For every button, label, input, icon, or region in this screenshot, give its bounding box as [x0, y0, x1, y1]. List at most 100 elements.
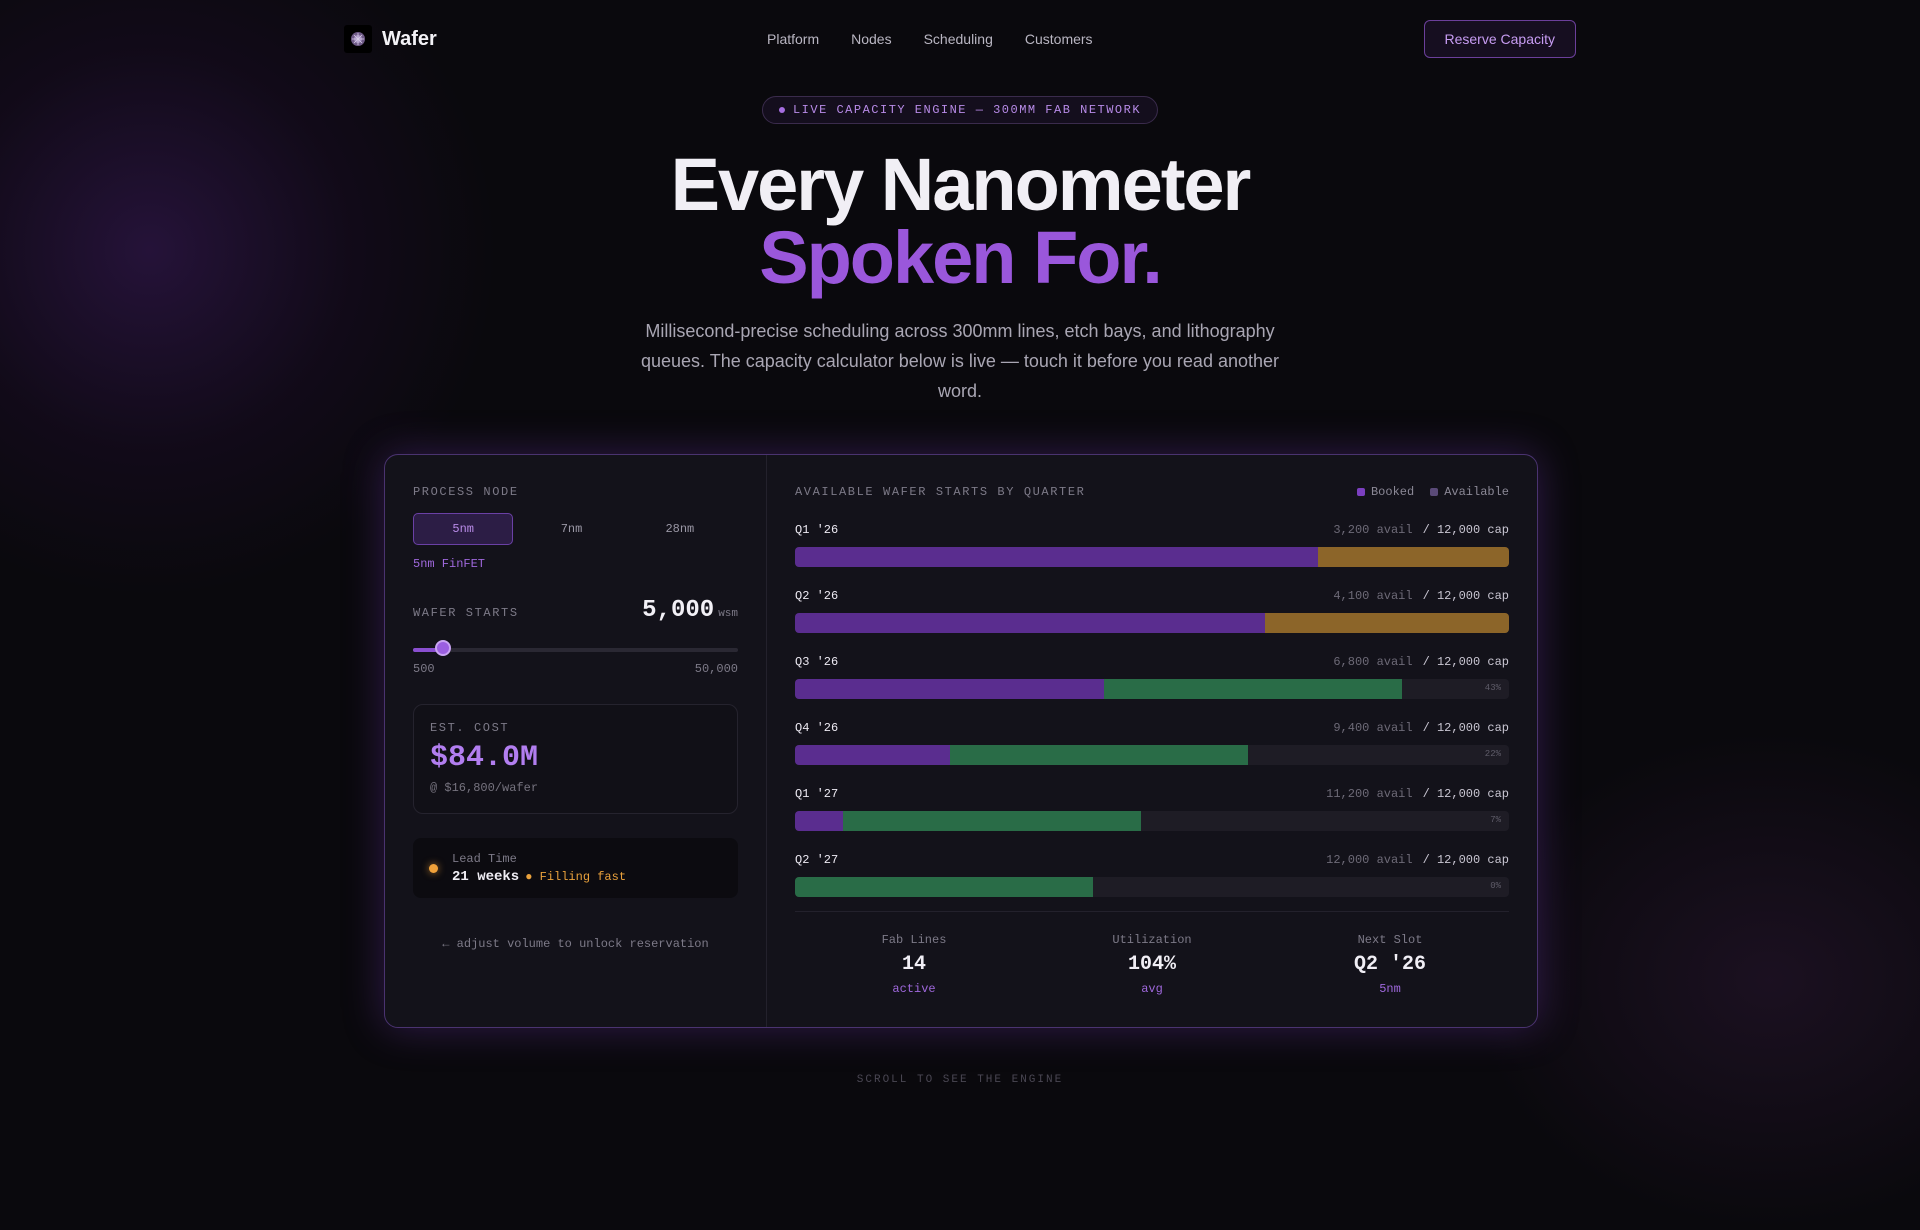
quarter-row: Q2 '26 4,100 avail / 12,000 cap [795, 589, 1509, 633]
availability-title: AVAILABLE WAFER STARTS BY QUARTER [795, 485, 1086, 499]
nav-link-scheduling[interactable]: Scheduling [923, 31, 993, 47]
stat-value: 104% [1127, 953, 1176, 976]
quarter-capacity-bar [795, 547, 1509, 567]
stat-sub: active [892, 982, 936, 996]
node-tab-5nm[interactable]: 5nm [413, 513, 514, 545]
slider-max: 50,000 [694, 662, 738, 676]
quarter-available: 3,200 avail [1333, 523, 1413, 537]
brand-name: Wafer [382, 27, 437, 50]
slider-min: 500 [413, 662, 435, 676]
lead-time-status: ● Filling fast [525, 869, 627, 884]
nav-link-nodes[interactable]: Nodes [851, 31, 892, 47]
quarter-row: Q4 '26 9,400 avail / 12,000 cap 22% [795, 721, 1509, 765]
slider-range: 500 50,000 [413, 662, 738, 676]
quarter-capacity-bar: 0% [795, 877, 1509, 897]
node-tab-28nm[interactable]: 28nm [665, 522, 695, 536]
reservation-hint: ← adjust volume to unlock reservation [442, 937, 709, 951]
bar-segment-request [949, 745, 1248, 765]
stat-sub: avg [1141, 982, 1163, 996]
quarter-row: Q2 '27 12,000 avail / 12,000 cap 0% [795, 853, 1509, 897]
quarter-row-header: Q3 '26 6,800 avail / 12,000 cap [795, 655, 1509, 669]
bar-segment-booked [795, 745, 950, 765]
lead-time-box: Lead Time 21 weeks ● Filling fast [413, 838, 738, 898]
nav-links: Platform Nodes Scheduling Customers [767, 31, 1093, 47]
bar-segment-booked [795, 679, 1105, 699]
scroll-hint: SCROLL TO SEE THE ENGINE [856, 1074, 1064, 1086]
stat-label: Utilization [1112, 933, 1192, 947]
quarter-row-header: Q1 '27 11,200 avail / 12,000 cap [795, 787, 1509, 801]
quarter-capacity-bar: 43% [795, 679, 1509, 699]
legend-label-available: Available [1444, 485, 1509, 499]
bar-percent-label: 7% [1490, 815, 1501, 825]
quarter-row: Q3 '26 6,800 avail / 12,000 cap 43% [795, 655, 1509, 699]
quarter-capacity: / 12,000 cap [1422, 523, 1509, 537]
quarter-capacity: / 12,000 cap [1422, 853, 1509, 867]
quarter-name: Q2 '26 [795, 589, 839, 603]
bar-segment-request [795, 877, 1093, 897]
quarter-capacity: / 12,000 cap [1422, 721, 1509, 735]
stat-fab-lines: Fab Lines 14 active [795, 933, 1033, 996]
wafer-starts-unit: wsm [718, 608, 738, 620]
hero-title-line1: Every Nanometer [670, 143, 1252, 226]
live-dot-icon [778, 107, 785, 113]
slider-thumb[interactable] [434, 640, 451, 656]
quarter-capacity: / 12,000 cap [1422, 589, 1509, 603]
bar-segment-booked [795, 613, 1265, 633]
hero-title: Every Nanometer Spoken For. [0, 148, 1920, 295]
reserve-capacity-button[interactable]: Reserve Capacity [1423, 20, 1576, 58]
quarter-capacity: / 12,000 cap [1422, 787, 1509, 801]
quarter-available: 4,100 avail [1333, 589, 1413, 603]
quarter-row-header: Q2 '26 4,100 avail / 12,000 cap [795, 589, 1509, 603]
quarter-name: Q3 '26 [795, 655, 839, 669]
wafer-starts-label: WAFER STARTS [413, 606, 519, 620]
calculator-panel: PROCESS NODE 5nm 7nm 28nm 5nm FinFET WAF… [385, 455, 767, 1027]
quarter-row-header: Q4 '26 9,400 avail / 12,000 cap [795, 721, 1509, 735]
quarter-available: 6,800 avail [1333, 655, 1413, 669]
node-tab-7nm[interactable]: 7nm [560, 522, 583, 536]
legend-swatch-available [1430, 488, 1439, 496]
quarter-name: Q4 '26 [795, 721, 839, 735]
wafer-starts-row: WAFER STARTS 5,000 wsm [413, 597, 738, 624]
est-cost-value: $84.0M [430, 741, 539, 775]
lead-time-label: Lead Time [452, 851, 517, 866]
nav-link-customers[interactable]: Customers [1024, 31, 1093, 47]
legend-swatch-booked [1356, 488, 1365, 496]
process-node-tabs: 5nm 7nm 28nm [413, 513, 738, 545]
bar-segment-request [1104, 679, 1402, 699]
bar-percent-label: 43% [1484, 683, 1501, 693]
hero-title-line2: Spoken For. [759, 216, 1163, 299]
quarter-capacity-bar [795, 613, 1509, 633]
wafer-starts-value: 5,000 [642, 597, 715, 624]
quarter-available: 12,000 avail [1326, 853, 1413, 867]
node-description: 5nm FinFET [413, 557, 486, 571]
quarter-available: 11,200 avail [1326, 787, 1413, 801]
quarter-row: Q1 '27 11,200 avail / 12,000 cap 7% [795, 787, 1509, 831]
quarter-name: Q2 '27 [795, 853, 839, 867]
quarter-capacity-bar: 22% [795, 745, 1509, 765]
quarter-row-header: Q2 '27 12,000 avail / 12,000 cap [795, 853, 1509, 867]
bar-segment-request [1318, 547, 1509, 567]
top-nav: Wafer Platform Nodes Scheduling Customer… [344, 20, 1576, 58]
brand[interactable]: Wafer [344, 25, 437, 53]
stat-value: Q2 '26 [1353, 953, 1426, 976]
live-engine-badge: LIVE CAPACITY ENGINE — 300MM FAB NETWORK [761, 96, 1159, 124]
stat-label: Fab Lines [881, 933, 947, 947]
availability-legend: Booked Available [1356, 485, 1509, 499]
nav-link-platform[interactable]: Platform [767, 31, 820, 47]
quarter-name: Q1 '26 [795, 523, 839, 537]
lead-time-status-dot-icon [429, 863, 438, 873]
est-cost-per-wafer: @ $16,800/wafer [430, 781, 539, 795]
stat-sub: 5nm [1379, 982, 1401, 996]
stat-label: Next Slot [1357, 933, 1423, 947]
stats-row: Fab Lines 14 active Utilization 104% avg… [795, 933, 1509, 996]
bar-segment-booked [795, 811, 843, 831]
stats-divider [795, 911, 1509, 912]
bar-segment-booked [795, 547, 1319, 567]
legend-label-booked: Booked [1370, 485, 1415, 499]
wafer-starts-slider[interactable] [413, 640, 738, 656]
stat-next-slot: Next Slot Q2 '26 5nm [1271, 933, 1509, 996]
quarter-row: Q1 '26 3,200 avail / 12,000 cap [795, 523, 1509, 567]
legend-item-available: Available [1430, 485, 1509, 499]
capacity-calculator-card: PROCESS NODE 5nm 7nm 28nm 5nm FinFET WAF… [384, 454, 1538, 1028]
wafer-logo-icon [344, 25, 372, 53]
